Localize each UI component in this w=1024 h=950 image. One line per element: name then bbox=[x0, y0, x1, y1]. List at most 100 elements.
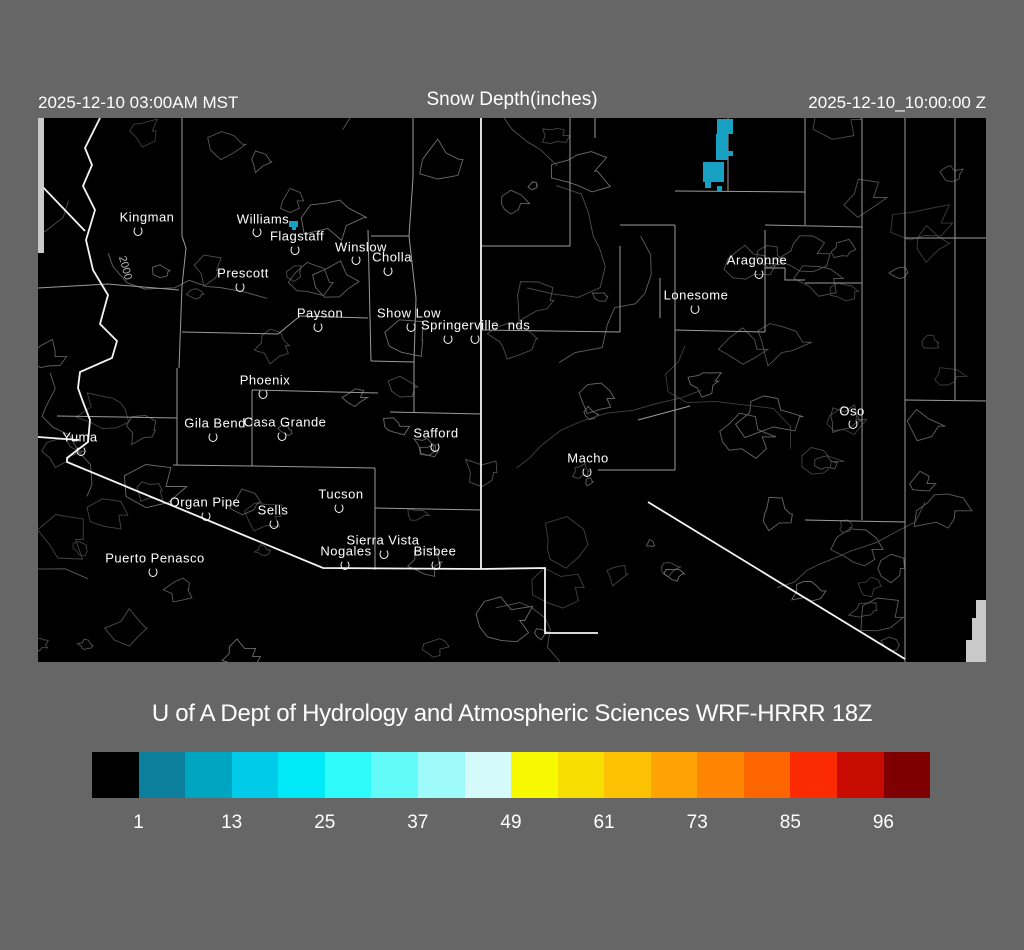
city-label: Prescott bbox=[217, 265, 269, 281]
colorbar-tick: 13 bbox=[221, 812, 243, 833]
snow-depth-map: Kingman Williams Flagstaff Winslow Cholla Pre… bbox=[38, 118, 986, 662]
source-title: U of A Dept of Hydrology and Atmospheric… bbox=[151, 700, 873, 727]
city-marker-icon bbox=[582, 467, 592, 477]
elevation-contours bbox=[38, 118, 973, 662]
colorbar-segment bbox=[650, 752, 698, 798]
city-marker-icon bbox=[351, 255, 361, 265]
colorbar-segment bbox=[138, 752, 186, 798]
valid-time-local: 2025-12-10 03:00AM MST bbox=[38, 93, 239, 112]
city-label: Williams bbox=[236, 211, 290, 227]
city-marker-icon bbox=[443, 334, 453, 344]
city-marker-icon bbox=[148, 567, 158, 577]
colorbar-segment bbox=[697, 752, 744, 798]
city-marker-icon bbox=[379, 549, 389, 559]
snow-cell bbox=[728, 151, 733, 156]
city-marker-icon bbox=[258, 389, 268, 399]
city-label: Cholla bbox=[372, 249, 412, 265]
city-marker-icon bbox=[277, 431, 287, 441]
city-label: Flagstaff bbox=[269, 228, 325, 244]
city-marker-icon bbox=[431, 560, 441, 570]
snow-cell bbox=[705, 182, 711, 188]
colorbar-segment bbox=[185, 752, 232, 798]
colorbar-segment bbox=[464, 752, 512, 798]
colorbar-segment bbox=[790, 752, 837, 798]
colorbar-tick-labels: 1 13 25 37 49 61 73 85 96 bbox=[92, 812, 930, 838]
colorbar-segment bbox=[557, 752, 605, 798]
city-label: Sells bbox=[257, 502, 289, 518]
colorbar-tick: 96 bbox=[872, 812, 895, 833]
city-marker-icon bbox=[383, 266, 393, 276]
city-marker-icon bbox=[201, 511, 211, 521]
city-label: Tucson bbox=[318, 486, 364, 502]
city-label: Kingman bbox=[119, 209, 175, 225]
snow-cell bbox=[717, 186, 722, 191]
city-marker-icon bbox=[76, 446, 86, 456]
colorbar-segment bbox=[837, 752, 884, 798]
city-marker-icon bbox=[269, 519, 279, 529]
snow-depth-colorbar bbox=[92, 752, 931, 798]
colorbar-segment bbox=[604, 752, 651, 798]
city-label: Nogales bbox=[320, 543, 372, 559]
colorbar-segment bbox=[371, 752, 418, 798]
state-boundaries bbox=[38, 118, 906, 660]
snow-cell bbox=[703, 162, 724, 182]
snow-cell bbox=[292, 227, 296, 230]
colorbar-segment bbox=[417, 752, 465, 798]
city-marker-icon bbox=[690, 304, 700, 314]
city-label: Sierra Vista bbox=[346, 532, 420, 548]
colorbar-segment bbox=[743, 752, 791, 798]
city-marker-icon bbox=[334, 503, 344, 513]
city-label: Gila Bend bbox=[184, 415, 246, 431]
colorbar-tick: 25 bbox=[314, 812, 336, 833]
valid-time-utc: 2025-12-10_10:00:00 Z bbox=[808, 93, 986, 112]
city-marker-icon bbox=[313, 322, 323, 332]
city-marker-icon bbox=[754, 269, 764, 279]
city-label: Safford bbox=[413, 425, 459, 441]
colorbar-tick: 61 bbox=[593, 812, 615, 833]
city-label: Payson bbox=[296, 305, 344, 321]
city-marker-icon bbox=[252, 227, 262, 237]
city-label: Casa Grande bbox=[243, 414, 327, 430]
colorbar-tick: 1 bbox=[133, 812, 144, 833]
city-label: Aragonne bbox=[726, 252, 788, 268]
page-title: Snow Depth(inches) bbox=[426, 89, 598, 110]
snow-depth-cells bbox=[289, 119, 733, 230]
city-label: Winslow bbox=[335, 239, 387, 255]
city-marker-icon bbox=[208, 432, 218, 442]
colorbar-tick: 37 bbox=[407, 812, 429, 833]
colorbar-segment bbox=[883, 752, 931, 798]
city-marker-icon bbox=[470, 334, 480, 344]
city-marker-icon bbox=[133, 226, 143, 236]
city-label: Phoenix bbox=[239, 372, 291, 388]
colorbar-segment bbox=[324, 752, 372, 798]
city-label: Puerto Penasco bbox=[105, 550, 205, 566]
colorbar-segment bbox=[511, 752, 558, 798]
city-label: Macho bbox=[567, 450, 609, 466]
city-label: Organ Pipe bbox=[169, 494, 241, 510]
snow-cell bbox=[289, 221, 298, 227]
city-label: Show Low bbox=[377, 305, 441, 321]
city-marker-icon bbox=[848, 419, 858, 429]
colorbar-tick: 85 bbox=[779, 812, 801, 833]
city-marker-icon bbox=[235, 282, 245, 292]
city-label: nds bbox=[507, 317, 531, 333]
snow-cell bbox=[716, 134, 728, 160]
snow-cell bbox=[717, 119, 733, 134]
colorbar-tick: 49 bbox=[500, 812, 522, 833]
city-label: Oso bbox=[839, 403, 865, 419]
colorbar-segment bbox=[278, 752, 325, 798]
city-marker-icon bbox=[430, 442, 440, 452]
city-label: Springerville bbox=[420, 317, 500, 333]
model-domain-edge bbox=[38, 118, 986, 662]
city-marker-icon bbox=[340, 560, 350, 570]
city-label: Lonesome bbox=[663, 287, 729, 303]
map-canvas bbox=[38, 118, 986, 662]
city-marker-icon bbox=[290, 245, 300, 255]
colorbar-segment bbox=[231, 752, 279, 798]
county-boundaries bbox=[38, 118, 986, 662]
city-label: Yuma bbox=[62, 429, 98, 445]
colorbar-tick: 73 bbox=[686, 812, 708, 833]
city-marker-icon bbox=[406, 322, 416, 332]
city-label: Bisbee bbox=[413, 543, 457, 559]
